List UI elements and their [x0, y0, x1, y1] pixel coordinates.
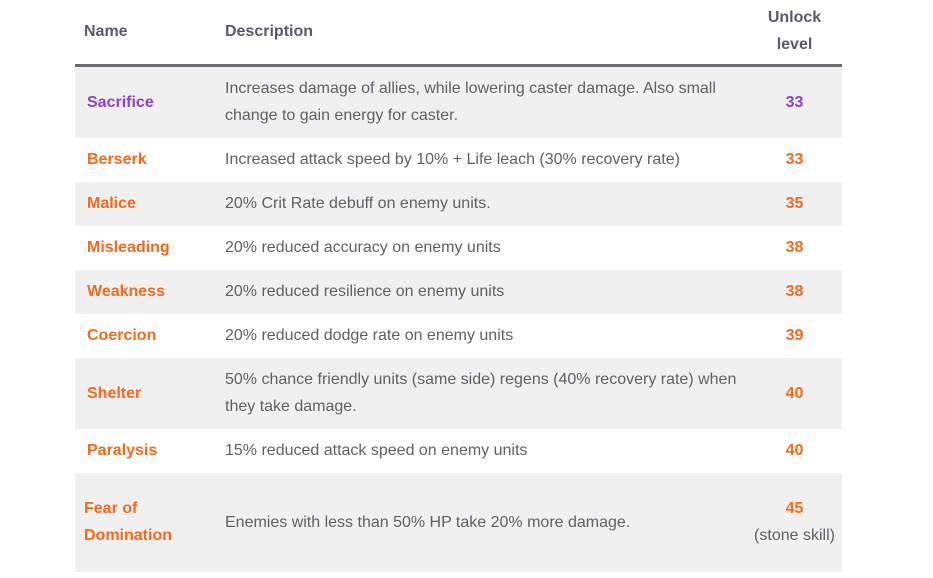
skill-description: Enemies with less than 50% HP take 20% m…	[225, 513, 631, 531]
skills-table: Name Description Unlock level Sacrifice …	[75, 0, 842, 572]
skill-unlock-level-value: 45	[785, 500, 804, 517]
skill-name: Berserk	[87, 151, 147, 168]
skill-name: Malice	[87, 195, 136, 212]
header-unlock-level-line1: Unlock	[767, 9, 822, 26]
header-unlock-level: Unlock level	[747, 0, 842, 67]
table-row: Shelter 50% chance friendly units (same …	[75, 357, 842, 429]
skill-unlock-level: 45 (stone skill)	[747, 473, 842, 572]
skill-unlock-level: 40	[785, 442, 804, 459]
table-row: Weakness 20% reduced resilience on enemy…	[75, 269, 842, 314]
skill-description: 15% reduced attack speed on enemy units	[225, 442, 528, 459]
skill-name: Sacrifice	[87, 93, 154, 111]
table-row: Sacrifice Increases damage of allies, wh…	[75, 65, 842, 138]
skill-description: 20% Crit Rate debuff on enemy units.	[225, 195, 491, 212]
skill-description: 20% reduced dodge rate on enemy units	[225, 327, 514, 344]
skill-name: Paralysis	[87, 442, 158, 459]
table-row: Berserk Increased attack speed by 10% + …	[75, 137, 842, 182]
skill-unlock-level: 38	[785, 283, 804, 300]
skill-name: Misleading	[87, 239, 170, 256]
skill-unlock-level: 40	[785, 384, 804, 402]
skill-unlock-level: 38	[785, 239, 804, 256]
table-row: Malice 20% Crit Rate debuff on enemy uni…	[75, 181, 842, 226]
table-header: Name Description Unlock level	[75, 0, 842, 67]
header-unlock-level-line2: level	[776, 36, 813, 53]
skill-description: 20% reduced accuracy on enemy units	[225, 239, 501, 256]
skill-unlock-level: 33	[785, 93, 804, 111]
skill-name: Weakness	[87, 283, 165, 300]
table-row: Fear of Domination Enemies with less tha…	[75, 472, 842, 572]
table-body: Sacrifice Increases damage of allies, wh…	[75, 65, 842, 572]
skill-unlock-level: 39	[785, 327, 804, 344]
header-description: Description	[213, 0, 747, 67]
skill-unlock-level: 35	[785, 195, 804, 212]
skill-unlock-level: 33	[785, 151, 804, 168]
skill-name: Shelter	[87, 384, 142, 402]
skills-table-container: Name Description Unlock level Sacrifice …	[75, 0, 843, 572]
header-row: Name Description Unlock level	[75, 0, 842, 67]
skill-description: Increased attack speed by 10% + Life lea…	[225, 151, 680, 168]
header-name: Name	[75, 0, 213, 67]
skill-description: Increases damage of allies, while loweri…	[225, 80, 716, 125]
table-row: Paralysis 15% reduced attack speed on en…	[75, 428, 842, 473]
skill-description: 50% chance friendly units (same side) re…	[225, 371, 737, 415]
skill-name: Fear of Domination	[84, 500, 172, 544]
skill-unlock-level-note: (stone skill)	[754, 527, 835, 544]
skill-description: 20% reduced resilience on enemy units	[225, 283, 505, 300]
table-row: Misleading 20% reduced accuracy on enemy…	[75, 225, 842, 270]
skill-name: Coercion	[87, 327, 157, 344]
table-row: Coercion 20% reduced dodge rate on enemy…	[75, 313, 842, 358]
